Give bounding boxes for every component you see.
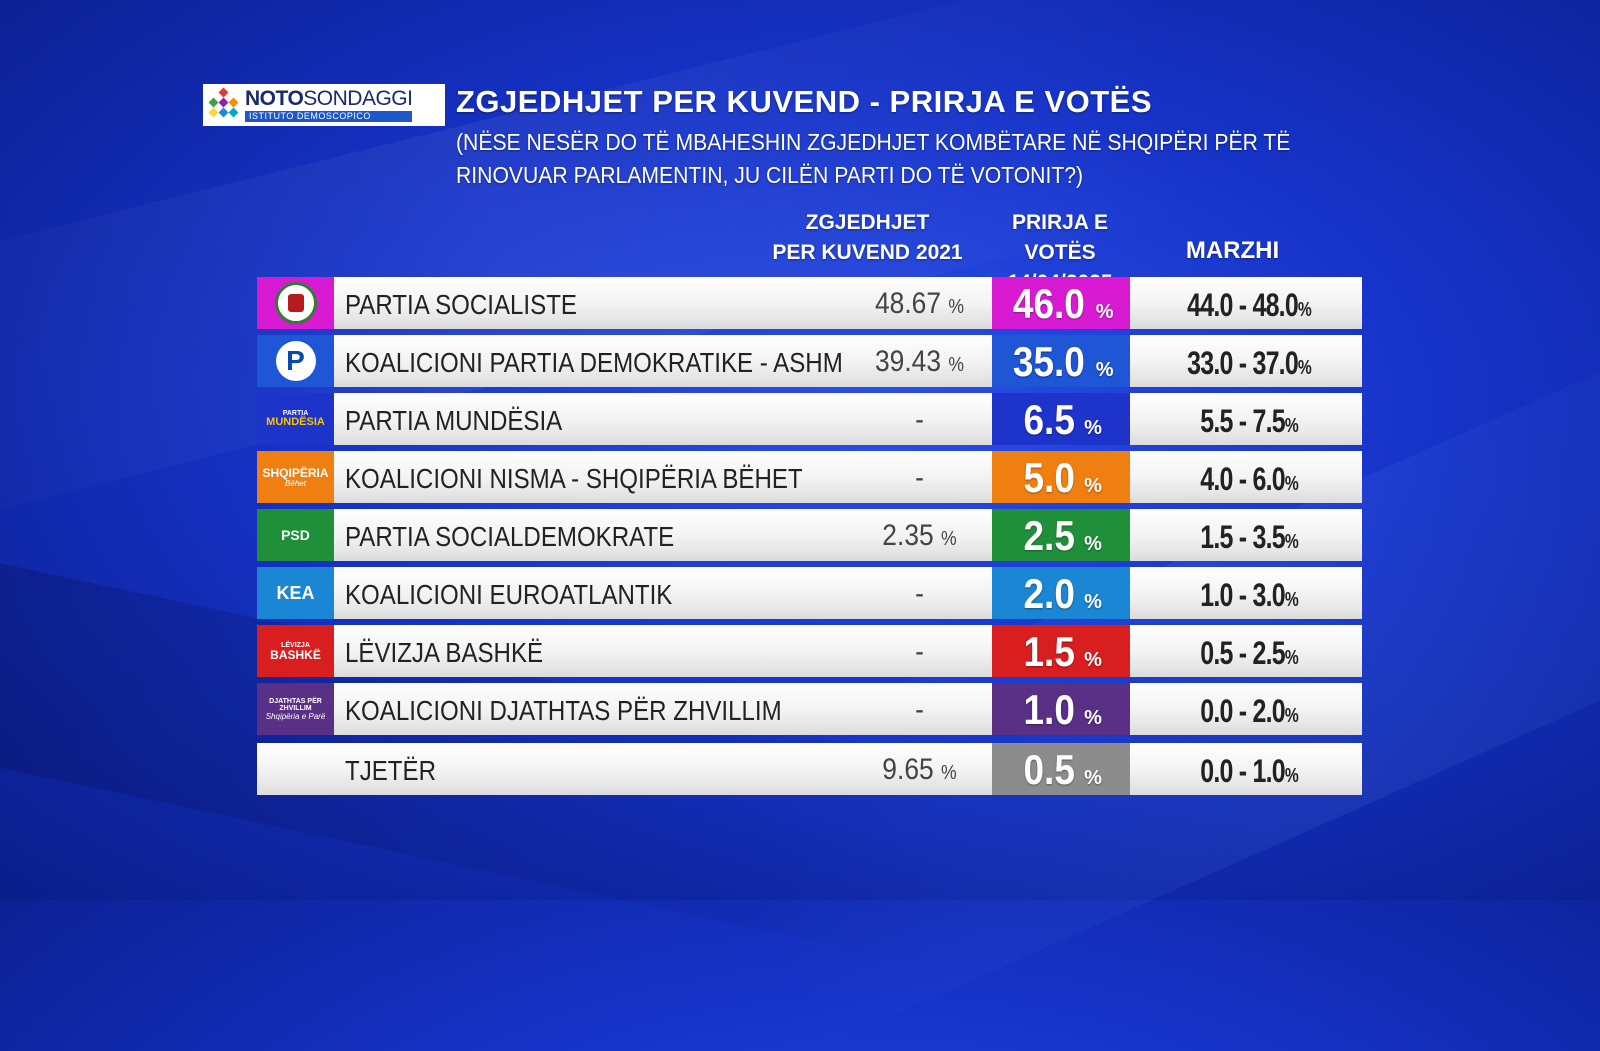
poll-value: 2.0 % bbox=[992, 567, 1130, 619]
table-row: LËVIZJA BASHKË LËVIZJA BASHKË - 1.5 % 0.5 - 2… bbox=[257, 625, 1362, 677]
table-row: P KOALICIONI PARTIA DEMOKRATIKE - ASHM 39.… bbox=[257, 335, 1362, 387]
margin-range: 44.0 - 48.0% bbox=[1187, 287, 1312, 323]
table-row: KEA KOALICIONI EUROATLANTIK - 2.0 % 1.0 - 3.… bbox=[257, 567, 1362, 619]
notosondaggi-logo: NOTOSONDAGGI ISTITUTO DEMOSCOPICO bbox=[203, 84, 445, 126]
margin-range: 0.0 - 1.0% bbox=[1200, 753, 1299, 789]
poll-value: 2.5 % bbox=[992, 509, 1130, 561]
mundesia-logo-icon: PARTIA MUNDËSIA bbox=[257, 393, 334, 445]
margin-range: 0.0 - 2.0% bbox=[1200, 693, 1299, 729]
column-header-2021: ZGJEDHJET PER KUVEND 2021 bbox=[772, 211, 963, 264]
poll-value: 46.0 % bbox=[992, 277, 1130, 329]
poll-value: 35.0 % bbox=[992, 335, 1130, 387]
party-name: PARTIA SOCIALDEMOKRATE bbox=[345, 521, 675, 552]
poll-value: 5.0 % bbox=[992, 451, 1130, 503]
margin-range: 33.0 - 37.0% bbox=[1187, 345, 1312, 381]
margin-range: 1.0 - 3.0% bbox=[1200, 577, 1299, 613]
party-name: LËVIZJA BASHKË bbox=[345, 637, 544, 668]
result-2021: 39.43 % bbox=[874, 345, 965, 378]
kea-logo-icon: KEA bbox=[257, 567, 334, 619]
table-row: SHQIPËRIA Bëhet KOALICIONI NISMA - SHQIPËR… bbox=[257, 451, 1362, 503]
pd-logo-icon: P bbox=[257, 335, 334, 387]
table-row: PARTIA MUNDËSIA PARTIA MUNDËSIA - 6.5 % 5.5 -… bbox=[257, 393, 1362, 445]
result-2021: - bbox=[915, 577, 924, 610]
party-name: TJETËR bbox=[345, 755, 436, 786]
margin-range: 4.0 - 6.0% bbox=[1200, 461, 1299, 497]
party-name: KOALICIONI PARTIA DEMOKRATIKE - ASHM bbox=[345, 347, 843, 378]
logo-brand: NOTOSONDAGGI bbox=[245, 87, 413, 110]
margin-range: 0.5 - 2.5% bbox=[1200, 635, 1299, 671]
poll-value: 1.0 % bbox=[992, 683, 1130, 735]
psd-logo-icon: PSD bbox=[257, 509, 334, 561]
party-name: PARTIA MUNDËSIA bbox=[345, 405, 563, 436]
ps-logo-icon bbox=[257, 277, 334, 329]
page-title: ZGJEDHJET PER KUVEND - PRIRJA E VOTËS bbox=[456, 84, 1153, 119]
result-2021: - bbox=[915, 461, 924, 494]
margin-range: 1.5 - 3.5% bbox=[1200, 519, 1299, 555]
logo-subtitle: ISTITUTO DEMOSCOPICO bbox=[245, 111, 413, 122]
table-row: DJATHTAS PËR ZHVILLIM Shqipëria e Parë KOA… bbox=[257, 683, 1362, 735]
result-2021: - bbox=[915, 403, 924, 436]
margin-range: 5.5 - 7.5% bbox=[1200, 403, 1299, 439]
party-name: KOALICIONI EUROATLANTIK bbox=[345, 579, 673, 610]
poll-value: 6.5 % bbox=[992, 393, 1130, 445]
table-row: PSD PARTIA SOCIALDEMOKRATE 2.35 % 2.5 % 1.5 … bbox=[257, 509, 1362, 561]
table-row: TJETËR 9.65 % 0.5 % 0.0 - 1.0% bbox=[257, 743, 1362, 795]
poll-value: 1.5 % bbox=[992, 625, 1130, 677]
bashke-logo-icon: LËVIZJA BASHKË bbox=[257, 625, 334, 677]
result-2021: - bbox=[915, 693, 924, 726]
column-header-margin: MARZHI bbox=[1185, 237, 1280, 264]
result-2021: 48.67 % bbox=[874, 287, 965, 320]
result-2021: 2.35 % bbox=[882, 519, 957, 552]
result-2021: 9.65 % bbox=[882, 753, 957, 786]
nisma-logo-icon: SHQIPËRIA Bëhet bbox=[257, 451, 334, 503]
empty-logo bbox=[257, 743, 334, 795]
result-2021: - bbox=[915, 635, 924, 668]
party-name: KOALICIONI NISMA - SHQIPËRIA BËHET bbox=[345, 463, 803, 494]
djathtas-logo-icon: DJATHTAS PËR ZHVILLIM Shqipëria e Parë bbox=[257, 683, 334, 735]
poll-value: 0.5 % bbox=[992, 743, 1130, 795]
party-name: KOALICIONI DJATHTAS PËR ZHVILLIM bbox=[345, 695, 782, 726]
diamond-dots-icon bbox=[207, 87, 241, 122]
page-subtitle: (NËSE NESËR DO TË MBAHESHIN ZGJEDHJET KO… bbox=[456, 129, 1291, 188]
party-name: PARTIA SOCIALISTE bbox=[345, 289, 577, 320]
table-row: PARTIA SOCIALISTE 48.67 % 46.0 % 44.0 - 48.… bbox=[257, 277, 1362, 329]
